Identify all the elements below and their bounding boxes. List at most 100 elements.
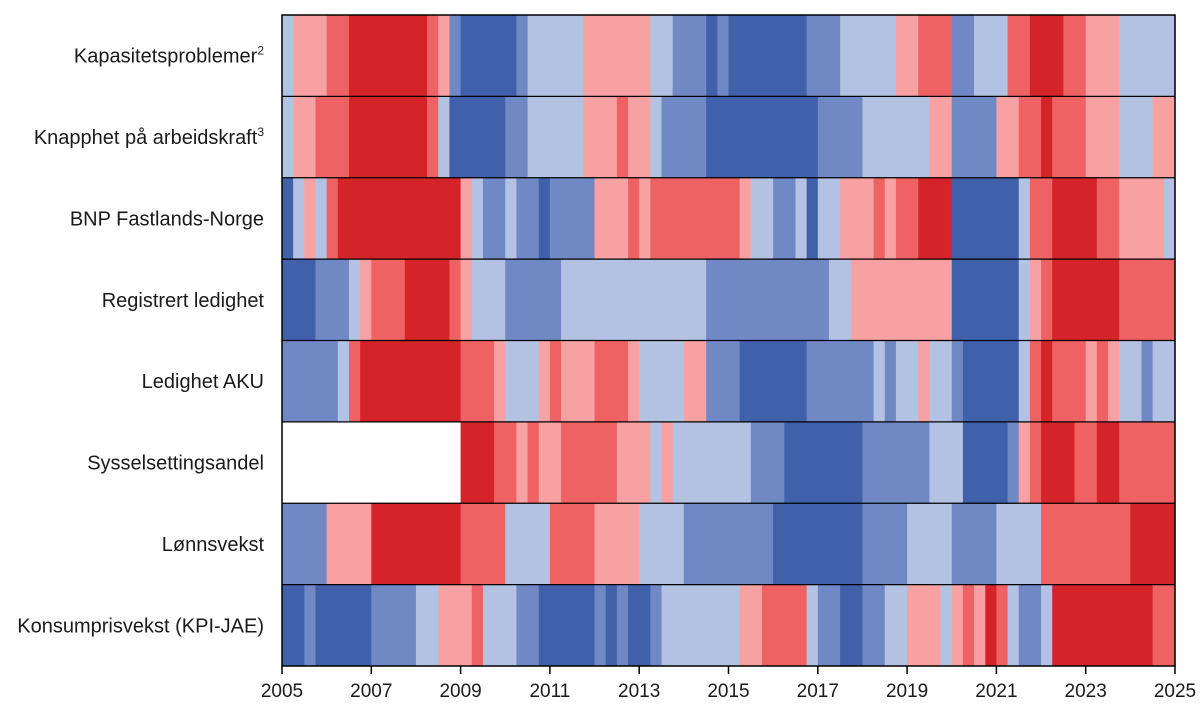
heatmap-cell (482, 584, 518, 667)
heatmap-cell (739, 177, 752, 260)
row-label-text: BNP Fastlands-Norge (70, 208, 264, 230)
heatmap-cell (1029, 15, 1064, 97)
x-tick-label: 2025 (1154, 681, 1196, 702)
row-label: Konsumprisvekst (KPI-JAE) (17, 615, 264, 637)
heatmap-cell (750, 421, 785, 504)
heatmap-cell (293, 177, 305, 260)
heatmap-cell (873, 340, 886, 422)
heatmap-cell (538, 340, 551, 422)
heatmap-cell (505, 96, 529, 178)
heatmap-cell (1063, 15, 1087, 97)
heatmap-cell (895, 15, 919, 97)
heatmap-cell (628, 584, 651, 667)
heatmap-cell (1041, 96, 1053, 178)
heatmap-cell (806, 15, 841, 97)
heatmap-cell (438, 584, 473, 667)
heatmap-cell (538, 421, 562, 504)
heatmap-cell (1085, 96, 1120, 178)
x-tick-label: 2023 (1065, 681, 1107, 702)
heatmap-cell (985, 584, 997, 667)
heatmap-cell (817, 96, 864, 178)
heatmap-cell (326, 15, 350, 97)
x-tick-label: 2015 (707, 681, 749, 702)
heatmap-cell (360, 259, 372, 341)
heatmap-cell (1085, 15, 1120, 97)
heatmap-cell (505, 503, 551, 585)
x-tick-label: 2019 (886, 681, 928, 702)
heatmap-cell (282, 259, 317, 341)
heatmap-cell (929, 340, 953, 422)
heatmap-cell (650, 177, 741, 260)
heatmap-cell (1074, 421, 1098, 504)
heatmap-cell (282, 177, 294, 260)
heatmap-cell (505, 340, 540, 422)
heatmap-cell (1152, 340, 1176, 422)
heatmap-cell (605, 584, 618, 667)
heatmap-cell (895, 177, 919, 260)
heatmap-cell (594, 584, 607, 667)
heatmap-cell (1029, 177, 1053, 260)
row-label: Knapphet på arbeidskraft3 (34, 125, 265, 149)
heatmap-cell (739, 340, 808, 422)
heatmap-cell (862, 503, 908, 585)
heatmap-cell (672, 421, 752, 504)
heatmap-cell (516, 421, 529, 504)
heatmap-cell (784, 96, 819, 178)
heatmap-cell (315, 259, 350, 341)
heatmap-cell (840, 177, 875, 260)
heatmap-cell (828, 259, 852, 341)
heatmap-cell (594, 340, 629, 422)
x-tick-label: 2013 (618, 681, 660, 702)
heatmap-cell (962, 340, 1020, 422)
heatmap-cell (282, 503, 328, 585)
heatmap-cell (1029, 259, 1042, 341)
heatmap-cell (951, 15, 975, 97)
heatmap-cell (438, 96, 451, 178)
heatmap-cell (415, 584, 439, 667)
heatmap-cell (628, 177, 640, 260)
heatmap-cell (293, 96, 317, 178)
row-label: Ledighet AKU (142, 371, 264, 393)
heatmap-cell (1119, 15, 1176, 97)
heatmap-cell (918, 340, 931, 422)
heatmap-cell (951, 96, 997, 178)
heatmap-cell (594, 503, 640, 585)
heatmap-cell (1041, 584, 1053, 667)
heatmap-cell (438, 15, 451, 97)
heatmap-cell (326, 503, 372, 585)
heatmap-cell (616, 96, 629, 178)
heatmap-cell (650, 421, 663, 504)
heatmap-cell (561, 421, 618, 504)
heatmap-cell (996, 503, 1042, 585)
heatmap-cell (840, 15, 897, 97)
row-label-text: Kapasitetsproblemer (74, 46, 258, 68)
heatmap-cell (650, 15, 674, 97)
heatmap-cell (348, 340, 361, 422)
heatmap-cell (583, 96, 618, 178)
x-tick-label: 2017 (797, 681, 839, 702)
heatmap-cell (1029, 340, 1042, 422)
heatmap-cell (1018, 96, 1042, 178)
heatmap-cell (851, 259, 953, 341)
heatmap-cell (315, 177, 328, 260)
heatmap-cell (884, 584, 908, 667)
heatmap-cell (337, 340, 350, 422)
heatmap-cell (337, 177, 462, 260)
row-label-text: Sysselsettingsandel (87, 453, 264, 475)
heatmap-cell (907, 503, 953, 585)
heatmap-cell (494, 421, 518, 504)
heatmap-cell (940, 584, 953, 667)
heatmap-cell (1141, 340, 1154, 422)
heatmap-cell (460, 15, 518, 97)
heatmap-cell (974, 15, 1009, 97)
heatmap-cell (505, 177, 518, 260)
heatmap-cell (806, 584, 819, 667)
heatmap-cell (974, 584, 986, 667)
heatmap-cell (628, 340, 640, 422)
heatmap-cell (494, 340, 506, 422)
heatmap-cell (1052, 177, 1098, 260)
heatmap-cell (460, 340, 495, 422)
heatmap-cell (639, 177, 651, 260)
heatmap-cell (661, 96, 707, 178)
heatmap-cell (1119, 259, 1176, 341)
